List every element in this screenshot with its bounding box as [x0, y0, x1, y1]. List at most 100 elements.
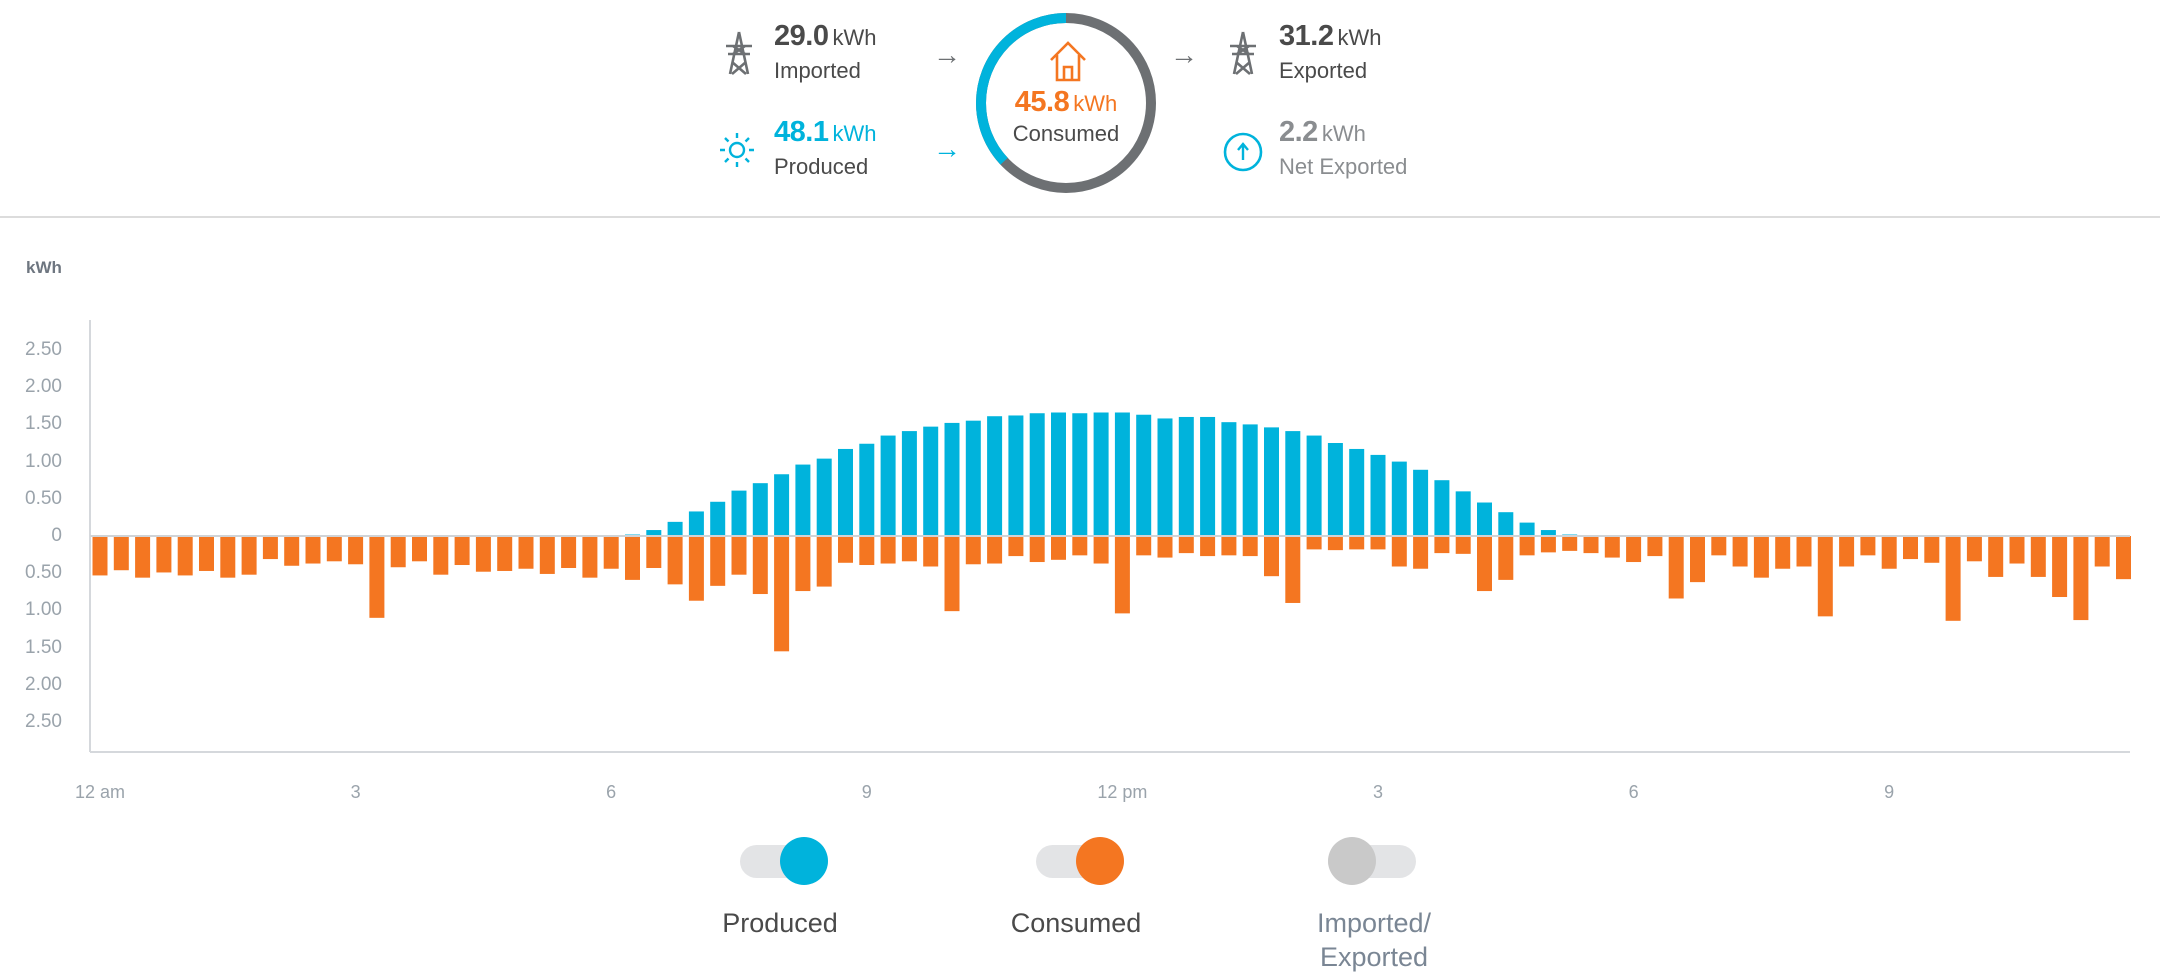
consumed-bar — [923, 536, 939, 567]
consumed-bar — [390, 536, 406, 568]
y-tick-label: 1.00 — [25, 599, 62, 621]
consumed-bar — [475, 536, 491, 572]
consumed-bar — [305, 536, 321, 564]
consumed-value: 45.8 — [1014, 86, 1070, 118]
produced-toggle[interactable] — [740, 837, 828, 885]
power-tower-icon — [726, 31, 752, 75]
produced-label: Produced — [774, 154, 869, 179]
produced-bar — [1221, 422, 1237, 536]
consumed-bar — [1924, 536, 1940, 563]
consumed-bar — [2116, 536, 2131, 580]
produced-bar — [1370, 454, 1386, 536]
produced-stat: 48.1 kWh Produced — [774, 116, 876, 181]
arrow-right-icon: → — [933, 133, 961, 164]
produced-bar — [901, 431, 917, 536]
exported-value: 31.2 — [1279, 20, 1334, 52]
net-exported-unit: kWh — [1321, 121, 1366, 146]
consumed-bar — [1051, 536, 1066, 560]
y-axis-unit-label: kWh — [26, 258, 62, 277]
net-exported-value: 2.2 — [1279, 116, 1318, 148]
ring-solar-portion — [976, 13, 1156, 193]
produced-bar — [1498, 512, 1514, 536]
sun-icon — [720, 133, 754, 167]
consumed-bar — [1093, 536, 1109, 564]
consumed-bar — [880, 536, 896, 564]
consumed-bar — [816, 536, 832, 587]
consumed-bar — [603, 536, 619, 569]
consumed-bar — [262, 536, 278, 560]
produced-bar — [688, 511, 704, 536]
consumed-label: Consumed — [1012, 121, 1120, 146]
y-tick-label: 1.50 — [25, 413, 62, 435]
consumed-bar — [1753, 536, 1769, 578]
produced-bar — [1136, 414, 1152, 536]
produced-bar — [731, 490, 747, 536]
produced-bar — [1114, 412, 1130, 536]
legend-imported-exported-label: Imported/ Exported — [1316, 908, 1432, 972]
toggle-knob[interactable] — [780, 837, 828, 885]
consumed-bar — [241, 536, 257, 575]
produced-bar — [774, 474, 790, 536]
y-tick-label: 0.50 — [25, 562, 62, 584]
produced-bar — [1242, 424, 1258, 536]
imported-stat: 29.0 kWh Imported — [774, 20, 876, 85]
consumed-bar — [1881, 536, 1897, 569]
consumed-bar — [92, 536, 108, 576]
consumed-bar — [561, 536, 577, 568]
consumed-stat: 45.8 kWh Consumed — [966, 86, 1166, 149]
produced-bar — [987, 416, 1003, 536]
y-tick-label: 2.00 — [25, 376, 62, 398]
consumed-bar — [731, 536, 747, 575]
produced-bar — [965, 420, 981, 536]
produced-bar — [1540, 530, 1556, 536]
consumed-bar — [412, 536, 427, 562]
consumed-toggle[interactable] — [1036, 837, 1124, 885]
consumed-bar — [539, 536, 555, 574]
consumption-ring — [976, 13, 1156, 193]
consumed-bar — [1732, 536, 1748, 567]
consumed-bar — [433, 536, 449, 575]
consumed-bar — [1626, 536, 1642, 563]
consumed-bar — [1136, 536, 1152, 556]
consumed-bar — [1200, 536, 1216, 557]
produced-value: 48.1 — [774, 116, 829, 148]
consumed-bar — [518, 536, 534, 569]
toggle-knob[interactable] — [1076, 837, 1124, 885]
produced-bar — [646, 530, 662, 536]
consumed-bar — [348, 536, 364, 565]
consumed-bar — [1327, 536, 1343, 551]
produced-bar — [1285, 431, 1301, 536]
consumed-bar — [1796, 536, 1812, 567]
y-tick-label: 2.50 — [25, 339, 62, 360]
consumed-bar — [944, 536, 960, 612]
toggle-knob[interactable] — [1328, 837, 1376, 885]
consumed-bar — [326, 536, 342, 562]
produced-bar — [1072, 413, 1088, 536]
consumed-bar — [1839, 536, 1855, 567]
arrow-right-icon: → — [933, 39, 961, 70]
consumed-bar — [1114, 536, 1130, 614]
produced-bar — [1008, 415, 1024, 536]
consumed-bar — [582, 536, 598, 578]
produced-bar — [838, 448, 853, 536]
y-tick-label: 1.50 — [25, 636, 62, 658]
consumed-unit: kWh — [1073, 91, 1118, 116]
consumed-bar — [1519, 536, 1535, 556]
produced-bar — [1391, 461, 1407, 536]
consumed-bar — [2030, 536, 2046, 577]
consumed-bar — [1370, 536, 1386, 550]
consumed-bar — [1540, 536, 1556, 553]
arrow-up-circle-icon — [1223, 132, 1263, 172]
consumed-bar — [1562, 536, 1578, 551]
net-exported-stat: 2.2 kWh Net Exported — [1279, 116, 1407, 181]
consumed-bar — [667, 536, 683, 585]
consumed-bar — [1157, 536, 1173, 558]
x-tick-label: 6 — [606, 782, 617, 802]
produced-bar — [1029, 413, 1045, 536]
imported-exported-toggle[interactable] — [1328, 837, 1416, 885]
produced-bar — [944, 422, 960, 536]
consumed-bar — [625, 536, 640, 580]
consumed-bar — [1264, 536, 1279, 577]
consumed-bar — [2094, 536, 2110, 567]
consumed-bar — [987, 536, 1003, 564]
